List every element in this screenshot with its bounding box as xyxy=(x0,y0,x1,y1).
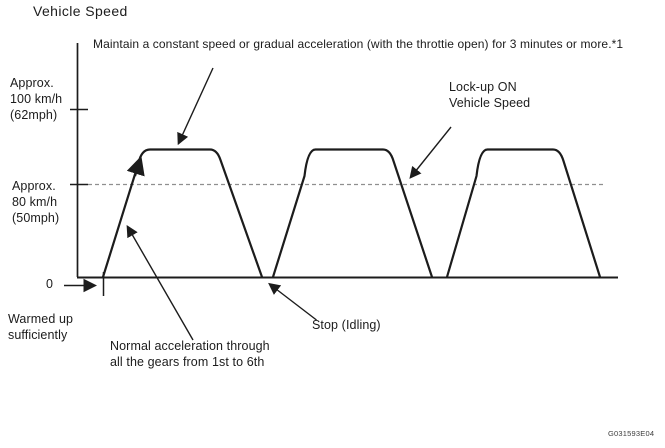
y-axis-label-100kmh: Approx. 100 km/h (62mph) xyxy=(10,76,63,122)
maintain-speed-arrow xyxy=(177,67,214,146)
figure-code: G031593E04 xyxy=(608,429,655,438)
y-axis-label-80kmh: Approx. 80 km/h (50mph) xyxy=(12,179,60,225)
stop-idling-arrow xyxy=(268,282,317,321)
instruction-text: Maintain a constant speed or gradual acc… xyxy=(93,37,624,51)
lockup-on-label: Lock-up ON Vehicle Speed xyxy=(449,80,531,110)
chart-title: Vehicle Speed xyxy=(33,3,128,19)
warmed-up-label: Warmed up sufficiently xyxy=(8,312,74,342)
y-axis-label-zero: 0 xyxy=(46,277,54,291)
lockup-arrow xyxy=(409,126,452,179)
speed-curve-pulse-2 xyxy=(271,148,434,278)
normal-acceleration-arrow xyxy=(126,224,194,341)
normal-acceleration-label: Normal acceleration through all the gear… xyxy=(110,339,270,369)
speed-curve-pulse-3 xyxy=(445,148,602,278)
stop-idling-label: Stop (Idling) xyxy=(312,318,381,332)
speed-curve-pulse-1 xyxy=(101,148,264,278)
ramp-direction-arrow xyxy=(126,155,145,177)
